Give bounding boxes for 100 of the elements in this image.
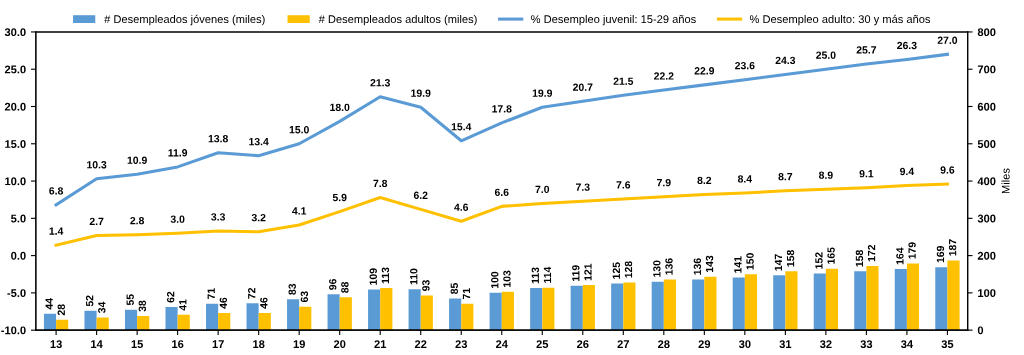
data-label: 8.4 [737, 175, 753, 183]
data-label: 9.4 [900, 167, 915, 176]
data-label: 10.9 [127, 156, 147, 164]
legend-label: % Desempleo adulto: 30 y más años [749, 14, 931, 26]
data-label: 71 [462, 288, 471, 300]
data-label: 103 [503, 270, 511, 287]
data-label: 19.9 [532, 89, 553, 97]
bar [704, 276, 717, 331]
bar [663, 279, 676, 331]
data-label: 7.8 [373, 179, 388, 188]
bar [96, 317, 109, 331]
data-label: 141 [734, 256, 742, 273]
data-label: 52 [85, 295, 94, 307]
data-label: 110 [410, 268, 418, 285]
y2-axis-title: Miles [1001, 168, 1010, 194]
data-label: 128 [624, 261, 633, 278]
data-label: 172 [867, 244, 876, 262]
bar [84, 310, 97, 331]
data-label: 2.8 [130, 216, 145, 225]
x-tick-label: 27 [617, 340, 629, 348]
data-label: 44 [45, 298, 53, 310]
bar [489, 292, 502, 331]
data-label: 22.2 [654, 72, 674, 80]
bar [501, 291, 514, 331]
data-label: 164 [896, 247, 904, 265]
data-label: 7.6 [616, 181, 631, 189]
bar [530, 288, 543, 331]
data-label: 46 [260, 297, 268, 309]
data-label: 130 [653, 260, 661, 277]
y-tick-label: 30.0 [4, 28, 26, 37]
data-label: 2.7 [89, 217, 104, 225]
bar [906, 263, 920, 331]
bar [894, 269, 907, 331]
data-label: 19.9 [411, 89, 431, 97]
y2-tick-label: 600 [977, 102, 996, 111]
x-tick-label: 19 [293, 340, 305, 349]
data-label: 21.5 [613, 77, 634, 85]
bar [327, 294, 340, 331]
bar [813, 273, 826, 331]
bar [744, 274, 757, 331]
data-label: 7.0 [535, 185, 550, 194]
data-label: 158 [855, 250, 864, 267]
data-label: 13.8 [208, 134, 228, 143]
y2-tick-label: 200 [977, 251, 996, 260]
data-label: 72 [248, 287, 256, 299]
data-label: 83 [288, 283, 296, 295]
data-label: 41 [179, 299, 187, 311]
data-label: 9.1 [859, 169, 874, 178]
x-tick-label: 29 [698, 340, 711, 349]
x-tick-label: 31 [779, 340, 792, 349]
data-label: 113 [381, 267, 390, 284]
data-label: 62 [166, 291, 175, 303]
data-label: 1.4 [49, 227, 64, 235]
data-label: 4.6 [454, 203, 469, 211]
data-label: 125 [612, 262, 621, 279]
data-label: 15.4 [451, 123, 472, 131]
data-label: 9.6 [940, 166, 955, 174]
data-label: 20.7 [573, 83, 593, 91]
data-label: 8.7 [778, 172, 793, 181]
x-tick-label: 15 [131, 340, 143, 349]
bar [947, 260, 960, 331]
data-label: 15.0 [289, 126, 309, 134]
x-tick-label: 14 [91, 340, 103, 348]
data-label: 63 [300, 291, 309, 303]
data-label: 96 [329, 278, 337, 290]
data-label: 23.6 [735, 61, 755, 70]
data-label: 169 [936, 246, 945, 263]
data-label: 121 [584, 263, 592, 281]
y2-tick-label: 0 [977, 326, 984, 335]
y-tick-label: 15.0 [5, 140, 26, 148]
data-label: 21.3 [370, 79, 390, 87]
data-label: 27.0 [937, 36, 958, 44]
bar [299, 306, 312, 331]
legend-label: % Desempleo juvenil: 15-29 años [531, 14, 696, 26]
data-label: 3.0 [170, 215, 185, 223]
y-tick-label: -5.0 [7, 289, 26, 298]
data-label: 13.4 [249, 137, 269, 146]
bar [570, 285, 583, 331]
data-label: 71 [207, 288, 215, 300]
x-tick-label: 28 [658, 340, 670, 349]
bar [368, 289, 381, 331]
bar [825, 268, 839, 331]
data-label: 55 [126, 294, 134, 306]
data-label: 25.7 [856, 46, 877, 54]
bar [542, 287, 555, 331]
bar [124, 309, 138, 331]
data-label: 11.9 [168, 149, 188, 157]
data-label: 18.0 [330, 103, 350, 112]
x-tick-label: 21 [374, 340, 387, 348]
bar [137, 315, 150, 331]
data-label: 114 [543, 266, 552, 283]
data-label: 85 [450, 283, 458, 294]
data-label: 28 [57, 304, 65, 316]
bar [246, 303, 259, 331]
data-label: 147 [774, 254, 782, 271]
data-label: 22.9 [694, 67, 715, 75]
x-tick-label: 33 [860, 340, 873, 349]
data-label: 6.2 [413, 191, 428, 199]
data-label: 38 [138, 300, 147, 312]
bar [461, 303, 474, 331]
